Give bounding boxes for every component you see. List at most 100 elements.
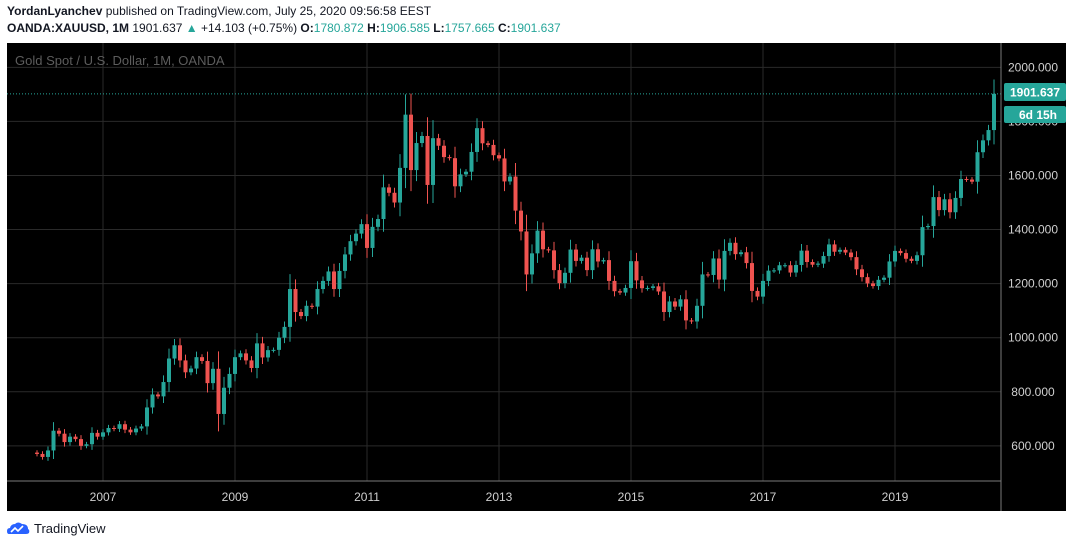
candle bbox=[722, 239, 727, 292]
x-tick-label: 2011 bbox=[354, 490, 380, 504]
candle bbox=[370, 217, 375, 257]
candle bbox=[128, 427, 133, 435]
countdown-tag: 6d 15h bbox=[1019, 108, 1057, 122]
candle bbox=[398, 154, 402, 217]
candle bbox=[733, 237, 738, 260]
y-tick-label: 1200.000 bbox=[1008, 277, 1058, 291]
close-label: C: bbox=[497, 21, 511, 35]
candle bbox=[343, 247, 347, 279]
x-tick-label: 2019 bbox=[882, 490, 909, 504]
candle bbox=[425, 117, 430, 204]
low-value: 1757.665 bbox=[444, 21, 495, 35]
candle bbox=[145, 399, 149, 435]
candle bbox=[332, 263, 336, 297]
candle bbox=[337, 262, 342, 297]
candle bbox=[57, 428, 61, 437]
candle bbox=[904, 249, 908, 263]
candle bbox=[95, 429, 100, 440]
candle bbox=[524, 214, 529, 292]
candle bbox=[469, 143, 474, 181]
candle bbox=[898, 248, 903, 256]
candle bbox=[634, 252, 639, 289]
candle bbox=[816, 261, 820, 268]
price-tag: 1901.637 bbox=[1010, 86, 1060, 100]
candle bbox=[981, 134, 985, 159]
candle bbox=[530, 244, 534, 284]
candle bbox=[464, 169, 468, 177]
symbol-label: OANDA:XAUUSD, 1M bbox=[7, 21, 130, 35]
candle bbox=[585, 251, 589, 277]
candle bbox=[282, 321, 287, 344]
candle bbox=[794, 260, 798, 277]
candle bbox=[84, 441, 89, 449]
candle bbox=[568, 239, 573, 283]
tradingview-footer[interactable]: TradingView bbox=[6, 518, 106, 538]
candle bbox=[563, 267, 567, 289]
candle bbox=[953, 191, 958, 219]
time-axis[interactable]: 2007 2009 2011 2013 2015 2017 2019 bbox=[90, 490, 909, 504]
candle bbox=[700, 261, 705, 319]
y-tick-label: 2000.000 bbox=[1008, 60, 1058, 74]
y-tick-label: 1600.000 bbox=[1008, 168, 1058, 182]
candle bbox=[304, 300, 309, 322]
candle bbox=[695, 298, 699, 329]
x-tick-label: 2007 bbox=[90, 490, 117, 504]
candle bbox=[651, 283, 655, 291]
ohlc-line: OANDA:XAUUSD, 1M 1901.637 ▲ +14.103 (+0.… bbox=[7, 21, 561, 35]
y-tick-label: 600.000 bbox=[1011, 439, 1055, 453]
candle bbox=[354, 229, 358, 246]
candle bbox=[508, 173, 512, 185]
close-value: 1901.637 bbox=[510, 21, 561, 35]
candle bbox=[480, 121, 485, 151]
tradingview-cloud-icon bbox=[7, 522, 30, 534]
price-chart[interactable]: 600.000 800.000 1000.000 1200.000 1400.000 16… bbox=[7, 43, 1066, 511]
candle bbox=[189, 365, 193, 376]
candle bbox=[244, 349, 248, 365]
candle bbox=[79, 435, 83, 450]
y-tick-label: 800.000 bbox=[1011, 385, 1055, 399]
candle bbox=[645, 285, 650, 291]
candle bbox=[843, 247, 848, 256]
x-tick-label: 2015 bbox=[618, 490, 645, 504]
candle bbox=[656, 282, 661, 295]
candle bbox=[678, 295, 683, 311]
candle bbox=[431, 120, 435, 203]
candle bbox=[222, 376, 226, 425]
candle bbox=[887, 254, 892, 285]
candle bbox=[255, 333, 259, 379]
candle bbox=[101, 429, 105, 440]
candle bbox=[612, 275, 617, 297]
candle bbox=[40, 451, 45, 460]
candle bbox=[860, 264, 864, 282]
candle bbox=[964, 176, 969, 182]
candle bbox=[497, 152, 501, 162]
candle bbox=[381, 174, 386, 232]
candle bbox=[810, 259, 815, 268]
candle bbox=[299, 308, 303, 320]
candle bbox=[249, 356, 254, 373]
candles bbox=[35, 79, 996, 461]
candle bbox=[321, 276, 325, 294]
candle bbox=[579, 254, 584, 264]
last-price: 1901.637 bbox=[132, 21, 183, 35]
candle bbox=[920, 215, 925, 267]
candle bbox=[161, 375, 166, 404]
high-value: 1906.585 bbox=[379, 21, 430, 35]
candle bbox=[618, 288, 622, 295]
candle bbox=[689, 318, 694, 324]
candle bbox=[761, 273, 765, 304]
candle bbox=[535, 221, 540, 263]
open-label: O: bbox=[300, 21, 314, 35]
y-tick-label: 1000.000 bbox=[1008, 331, 1058, 345]
candle bbox=[205, 351, 210, 393]
candle bbox=[805, 245, 809, 268]
author-name[interactable]: YordanLyanchev bbox=[7, 4, 103, 18]
candle bbox=[783, 262, 787, 268]
candle bbox=[35, 450, 39, 457]
price-axis[interactable]: 600.000 800.000 1000.000 1200.000 1400.000 16… bbox=[1008, 60, 1058, 453]
change-text: +14.103 (+0.75%) bbox=[201, 21, 298, 35]
candle bbox=[359, 219, 364, 239]
candle bbox=[590, 240, 595, 280]
candle bbox=[821, 251, 826, 268]
candle bbox=[475, 118, 479, 162]
